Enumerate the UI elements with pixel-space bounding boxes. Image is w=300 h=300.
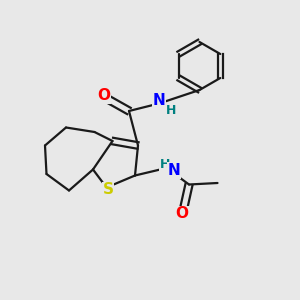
Text: N: N: [168, 163, 180, 178]
Text: O: O: [175, 206, 188, 221]
Text: N: N: [153, 93, 165, 108]
Text: H: H: [160, 158, 170, 172]
Text: S: S: [103, 182, 113, 197]
Text: H: H: [166, 103, 176, 117]
Text: O: O: [97, 88, 110, 104]
